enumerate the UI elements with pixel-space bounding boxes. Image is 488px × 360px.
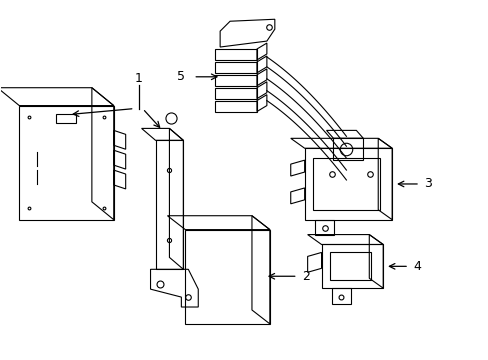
Text: 5: 5 [177,70,185,83]
Text: 2: 2 [301,270,309,283]
Text: 4: 4 [412,260,420,273]
Text: 3: 3 [423,177,431,190]
Text: 1: 1 [134,72,142,85]
